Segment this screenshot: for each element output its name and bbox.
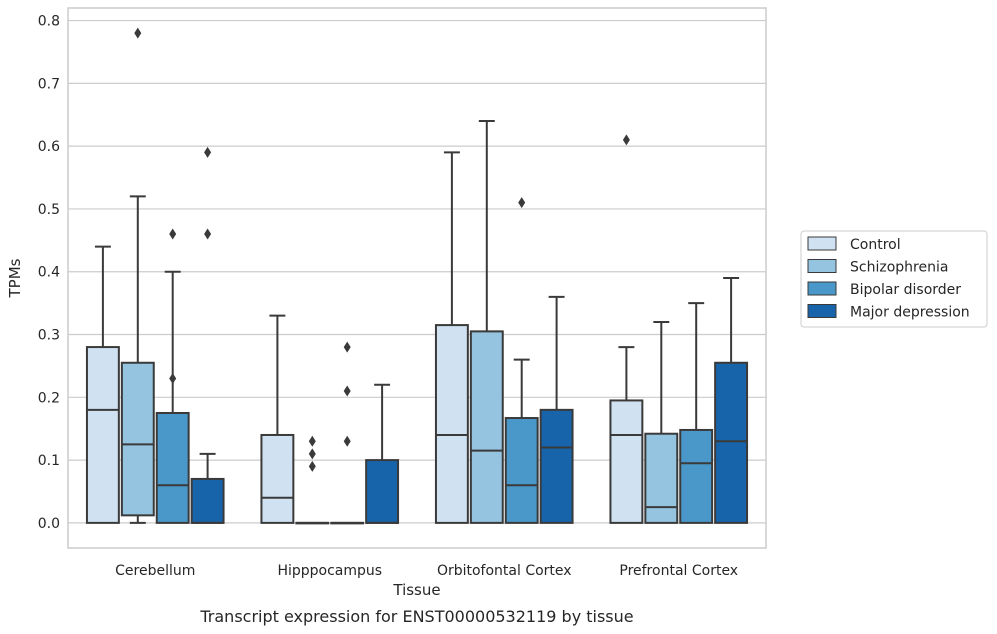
chart-caption: Transcript expression for ENST0000053211… <box>199 607 633 626</box>
box <box>469 330 504 524</box>
box-3-3 <box>714 277 749 524</box>
box <box>714 361 749 524</box>
outlier-point <box>343 435 351 447</box>
legend-swatch <box>807 259 837 273</box>
box-2-1 <box>469 120 504 524</box>
box-groups <box>85 27 749 525</box>
x-tick-label: Prefrontal Cortex <box>619 563 738 579</box>
box <box>504 417 539 524</box>
y-tick-label: 0.0 <box>38 516 60 532</box>
box-1-1 <box>295 435 330 525</box>
box-2-2 <box>504 197 539 524</box>
x-tick-label: Orbitofontal Cortex <box>437 563 572 579</box>
box-1-2 <box>330 341 365 525</box>
legend-label: Control <box>850 237 901 253</box>
legend-label: Bipolar disorder <box>850 282 961 298</box>
legend: Control Schizophrenia Bipolar disorder Majo… <box>800 230 988 328</box>
box-0-0 <box>85 245 120 524</box>
outlier-point <box>204 146 212 158</box>
box <box>679 428 714 524</box>
x-axis-ticks: Cerebellum Hipppocampus Orbitofontal Corte… <box>115 563 738 579</box>
outlier-point <box>204 228 212 240</box>
outlier-point <box>308 448 316 460</box>
box <box>609 399 644 524</box>
y-axis-ticks: 0.0 0.1 0.2 0.3 0.4 0.5 0.6 0.7 0.8 <box>38 14 60 532</box>
box <box>434 324 469 524</box>
y-tick-label: 0.4 <box>38 265 60 281</box>
box <box>85 346 120 524</box>
y-tick-label: 0.1 <box>38 453 60 469</box>
box-0-2 <box>155 228 190 524</box>
box-3-2 <box>679 302 714 524</box>
box-2-3 <box>539 295 574 524</box>
box-2-0 <box>434 151 469 524</box>
box <box>539 408 574 524</box>
box-0-3 <box>190 146 225 524</box>
y-tick-label: 0.5 <box>38 202 60 218</box>
box-1-3 <box>365 383 400 524</box>
box <box>644 432 679 524</box>
box-3-1 <box>644 320 679 524</box>
x-axis-label: Tissue <box>392 581 440 599</box>
legend-frame <box>800 230 988 328</box>
box <box>365 459 400 524</box>
outlier-point <box>518 197 526 209</box>
outlier-point <box>308 460 316 472</box>
legend-swatch <box>807 236 837 251</box>
outlier-point <box>308 435 316 447</box>
box <box>190 477 225 524</box>
y-tick-label: 0.3 <box>38 328 60 344</box>
outlier-point <box>134 27 142 39</box>
y-tick-label: 0.7 <box>38 76 60 92</box>
y-axis-label: TPMs <box>6 258 24 298</box>
legend-label: Major depression <box>850 305 970 321</box>
y-tick-label: 0.6 <box>38 139 60 155</box>
box-3-0 <box>609 134 644 524</box>
legend-label: Schizophrenia <box>850 260 948 276</box>
legend-swatch <box>807 281 837 296</box>
outlier-point <box>343 341 351 353</box>
outlier-point <box>343 385 351 397</box>
y-tick-label: 0.2 <box>38 390 60 406</box>
legend-swatch <box>807 304 837 318</box>
box <box>260 433 295 524</box>
outlier-point <box>169 228 177 240</box>
box-1-0 <box>260 314 295 524</box>
outlier-point <box>622 134 630 146</box>
x-tick-label: Cerebellum <box>115 563 195 579</box>
box-0-1 <box>120 27 155 524</box>
box <box>120 361 155 517</box>
x-tick-label: Hipppocampus <box>277 563 382 579</box>
outlier-point <box>169 372 177 384</box>
box <box>155 412 190 524</box>
y-tick-label: 0.8 <box>38 14 60 30</box>
